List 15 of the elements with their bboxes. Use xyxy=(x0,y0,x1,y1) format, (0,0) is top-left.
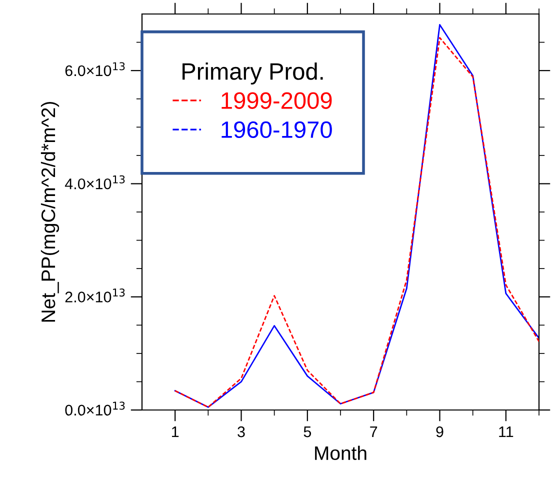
x-tick-label: 5 xyxy=(304,426,312,438)
x-tick-label: 3 xyxy=(238,426,245,438)
legend-title: Primary Prod. xyxy=(182,62,323,85)
x-tick-label: 11 xyxy=(499,426,514,438)
y-tick-label: 4.0×10$^{13}$ xyxy=(64,175,125,190)
y-tick-label: 6.0×10$^{13}$ xyxy=(65,62,125,76)
x-tick-label: 9 xyxy=(436,426,444,438)
y-tick-label: 2.0×10$^{13}$ xyxy=(65,288,125,302)
x-tick-label: 7 xyxy=(370,426,378,438)
legend-label: 1960-1970 xyxy=(222,121,332,138)
y-axis-title: Net_PP(mgC/m^2/d*m^2) xyxy=(40,102,60,322)
y-tick-label: 0.0×10$^{13}$ xyxy=(65,402,125,416)
x-axis-title: Month xyxy=(315,446,366,460)
legend-label: 1999-2009 xyxy=(222,92,332,109)
x-tick-label: 1 xyxy=(172,426,179,438)
